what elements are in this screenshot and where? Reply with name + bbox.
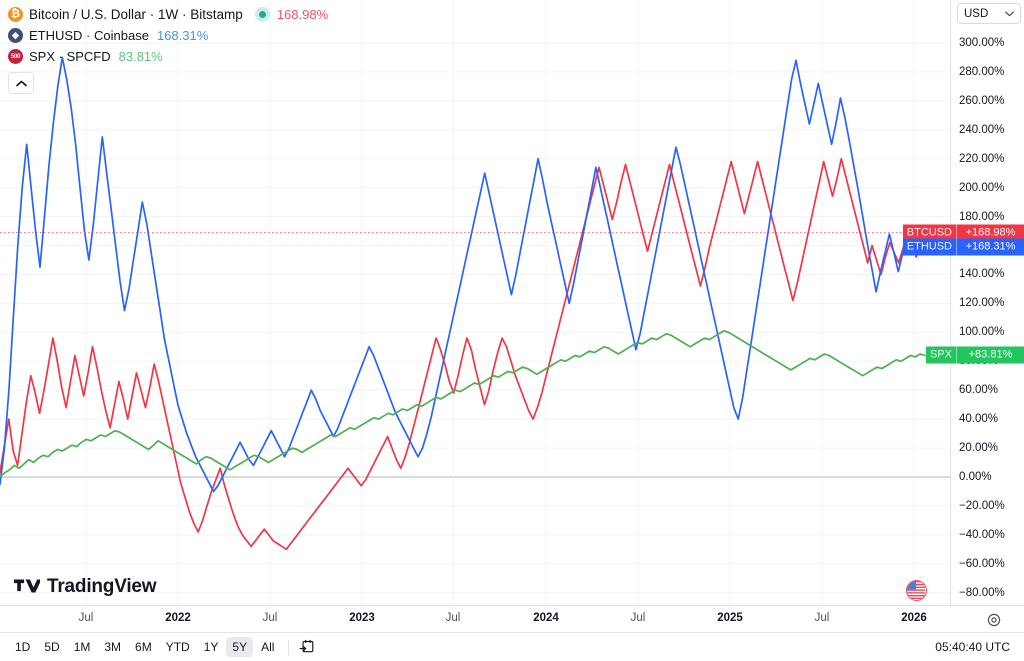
range-button-6m[interactable]: 6M <box>129 637 158 657</box>
range-selector-group: 1D 5D 1M 3M 6M YTD 1Y 5Y All <box>0 637 280 657</box>
range-button-1d[interactable]: 1D <box>9 637 36 657</box>
legend-title-ethusd: ETHUSD · Coinbase <box>29 28 149 43</box>
series-line-spx <box>0 330 926 478</box>
time-axis-tick: Jul <box>445 612 461 624</box>
legend-row-btcusd[interactable]: ₿ Bitcoin / U.S. Dollar · 1W · Bitstamp … <box>8 4 328 25</box>
chart-settings-button[interactable] <box>986 612 1002 628</box>
price-axis-tick: 20.00% <box>959 442 999 455</box>
range-button-1m[interactable]: 1M <box>68 637 97 657</box>
price-badge-ticker: BTCUSD <box>906 226 952 239</box>
price-badge-value: +168.98% <box>956 224 1024 242</box>
chart-canvas[interactable] <box>0 0 950 605</box>
gear-icon <box>987 613 1001 627</box>
legend-change-ethusd: 168.31% <box>156 28 209 43</box>
currency-selector[interactable]: USD <box>957 3 1021 24</box>
date-range-button[interactable] <box>297 637 317 657</box>
price-axis-tick: 300.00% <box>959 37 1005 49</box>
range-button-ytd[interactable]: YTD <box>160 637 196 657</box>
price-axis-tick: 0.00% <box>959 471 992 483</box>
chevron-up-icon <box>15 80 27 86</box>
time-axis-tick: Jul <box>630 612 646 624</box>
tradingview-logo-text: TradingView <box>47 576 157 597</box>
legend-collapse-button[interactable] <box>8 72 34 94</box>
time-axis[interactable]: Jul 2022 Jul 2023 Jul 2024 Jul 2025 Jul 2026 <box>0 605 1024 633</box>
price-axis-tick: −60.00% <box>959 557 1005 570</box>
price-axis-tick: 260.00% <box>959 94 1005 107</box>
us-flag-icon <box>906 580 927 601</box>
time-axis-tick: 2023 <box>349 612 375 624</box>
tradingview-logo-icon <box>14 579 40 593</box>
legend-change-btcusd: 168.98% <box>276 7 329 22</box>
range-button-5y[interactable]: 5Y <box>226 637 254 657</box>
time-axis-tick: Jul <box>814 612 830 624</box>
price-badge-ticker: SPX <box>929 348 952 361</box>
time-axis-tick: Jul <box>78 612 94 624</box>
sp500-icon: 500 <box>8 49 23 64</box>
price-badge-value: +168.31% <box>956 238 1024 256</box>
chevron-down-icon <box>1005 11 1014 16</box>
time-axis-tick: Jul <box>262 612 278 624</box>
price-axis-tick: 200.00% <box>959 181 1005 194</box>
chart-legend: ₿ Bitcoin / U.S. Dollar · 1W · Bitstamp … <box>8 4 328 94</box>
price-badge-value: +83.81% <box>956 346 1024 364</box>
legend-row-ethusd[interactable]: ◆ ETHUSD · Coinbase 168.31% <box>8 25 328 46</box>
chart-gridlines <box>0 0 950 605</box>
bitcoin-icon: ₿ <box>8 7 23 22</box>
series-line-ethusd <box>0 56 926 493</box>
price-axis-tick: −80.00% <box>959 586 1005 599</box>
clock-display: 05:40:40 UTC <box>935 640 1010 654</box>
currency-value: USD <box>964 7 989 20</box>
time-axis-tick: 2026 <box>901 612 927 624</box>
price-axis-tick: 140.00% <box>959 268 1005 281</box>
range-button-all[interactable]: All <box>255 637 280 657</box>
price-badge-ethusd[interactable]: ETHUSD +168.31% <box>902 238 1024 256</box>
legend-title-spx: SPX · SPCFD <box>29 49 111 64</box>
price-axis[interactable]: USD 300.00% 280.00% 260.00% 240.00% 220.00% 2… <box>950 0 1024 605</box>
market-open-indicator-icon <box>254 7 270 22</box>
price-badge-ticker: ETHUSD <box>906 240 952 253</box>
ethereum-icon: ◆ <box>8 28 23 43</box>
legend-row-spx[interactable]: 500 SPX · SPCFD 83.81% <box>8 46 328 67</box>
price-axis-tick: 120.00% <box>959 297 1005 310</box>
price-axis-tick: 240.00% <box>959 123 1005 136</box>
time-axis-tick: 2024 <box>533 612 559 624</box>
price-axis-tick: 280.00% <box>959 65 1005 78</box>
price-axis-tick: 220.00% <box>959 152 1005 165</box>
series-line-btcusd <box>0 157 926 551</box>
time-axis-tick: 2025 <box>717 612 743 624</box>
price-badge-spx[interactable]: SPX +83.81% <box>925 346 1024 364</box>
tradingview-watermark: TradingView <box>14 576 157 598</box>
toolbar-divider <box>288 639 290 655</box>
price-axis-tick: 180.00% <box>959 210 1005 223</box>
chart-series-lines <box>0 56 950 551</box>
legend-title-btcusd: Bitcoin / U.S. Dollar · 1W · Bitstamp <box>29 7 243 22</box>
range-button-1y[interactable]: 1Y <box>198 637 225 657</box>
legend-change-spx: 83.81% <box>118 49 163 64</box>
date-range-icon <box>299 639 314 653</box>
price-axis-tick: −40.00% <box>959 528 1005 541</box>
range-button-3m[interactable]: 3M <box>98 637 127 657</box>
price-axis-tick: 100.00% <box>959 326 1005 339</box>
price-badge-btcusd[interactable]: BTCUSD +168.98% <box>902 224 1024 242</box>
time-axis-tick: 2022 <box>165 612 191 624</box>
bottom-toolbar: 1D 5D 1M 3M 6M YTD 1Y 5Y All 05:40:40 UTC <box>0 633 1024 661</box>
price-axis-tick: 40.00% <box>959 413 999 426</box>
price-axis-tick: −20.00% <box>959 499 1005 512</box>
price-axis-tick: 60.00% <box>959 384 999 397</box>
range-button-5d[interactable]: 5D <box>38 637 65 657</box>
